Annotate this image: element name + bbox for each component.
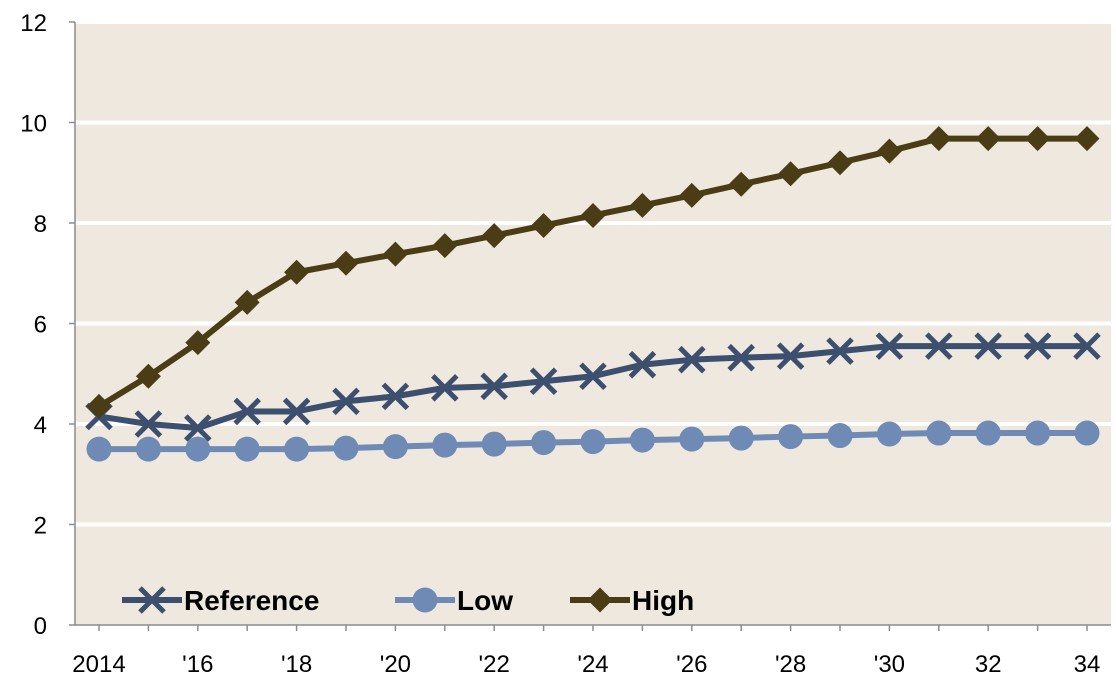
data-point-low (531, 430, 557, 456)
y-tick-label: 10 (20, 111, 47, 138)
legend-marker-reference (138, 586, 166, 614)
data-point-low (481, 431, 507, 457)
legend-label-high: High (632, 585, 694, 616)
legend-label-reference: Reference (184, 585, 319, 616)
data-point-reference (529, 367, 558, 396)
series-high (86, 126, 1100, 419)
legend-item-low: Low (395, 585, 513, 616)
series-low (86, 420, 1100, 462)
x-tick-label: '24 (577, 651, 608, 677)
data-point-reference (678, 345, 706, 374)
data-point-low (728, 425, 754, 451)
x-tick-label: '30 (874, 651, 905, 677)
data-point-reference (431, 374, 459, 402)
legend-item-high: High (570, 585, 694, 616)
data-point-high (827, 150, 853, 176)
data-point-high (481, 223, 507, 249)
data-point-low (382, 434, 408, 460)
x-tick-label: 32 (975, 651, 1002, 677)
data-point-low (629, 427, 655, 453)
data-point-low (778, 424, 804, 450)
y-tick-label: 4 (34, 412, 47, 439)
x-tick-label: '18 (281, 651, 312, 677)
data-point-reference (184, 414, 212, 442)
x-tick-label: '16 (182, 651, 213, 677)
data-point-low (926, 420, 952, 446)
y-tick-label: 2 (34, 513, 47, 540)
data-point-high (86, 393, 112, 419)
data-point-high (679, 182, 705, 208)
data-point-reference (826, 337, 854, 365)
x-tick-label: '20 (380, 651, 411, 677)
data-point-reference (381, 382, 410, 411)
x-tick-label: '28 (775, 651, 806, 677)
data-point-low (284, 436, 310, 462)
data-point-reference (1073, 332, 1101, 360)
data-point-high (135, 363, 161, 389)
data-point-reference (233, 397, 261, 426)
data-point-high (926, 126, 952, 152)
data-point-high (876, 138, 902, 164)
data-point-low (1074, 420, 1100, 446)
data-point-reference (579, 362, 607, 391)
data-point-reference (727, 343, 755, 372)
series-layer (85, 126, 1101, 462)
data-point-low (185, 436, 211, 462)
data-point-high (531, 213, 557, 239)
legend-item-reference: Reference (122, 585, 319, 616)
data-point-low (1025, 420, 1051, 446)
data-point-high (1025, 126, 1051, 152)
legend: Reference Low High (122, 585, 694, 616)
data-point-high (382, 241, 408, 267)
data-point-reference (974, 332, 1002, 360)
data-point-low (679, 426, 705, 452)
data-point-low (135, 436, 161, 462)
y-tick-label: 6 (34, 312, 47, 339)
data-point-reference (282, 397, 311, 426)
legend-marker-low (412, 587, 438, 613)
data-point-reference (628, 350, 657, 379)
data-point-high (234, 289, 260, 315)
data-point-reference (776, 342, 805, 370)
data-point-reference (480, 372, 508, 401)
axes (69, 21, 1111, 631)
data-point-high (629, 192, 655, 218)
data-point-low (876, 421, 902, 447)
data-point-high (185, 330, 211, 356)
legend-marker-high (587, 587, 613, 613)
y-tick-label: 8 (34, 211, 47, 238)
data-point-low (86, 436, 112, 462)
y-tick-label: 12 (20, 10, 47, 37)
data-point-high (333, 250, 359, 276)
data-point-reference (925, 332, 953, 360)
series-reference (85, 332, 1101, 442)
data-point-high (580, 202, 606, 228)
data-point-high (1074, 126, 1100, 152)
data-point-low (432, 432, 458, 458)
data-point-low (580, 429, 606, 455)
legend-label-low: Low (457, 585, 513, 616)
data-point-low (234, 436, 260, 462)
data-point-reference (875, 332, 904, 360)
data-point-high (432, 233, 458, 259)
x-tick-label: '22 (479, 651, 510, 677)
x-tick-label: '26 (676, 651, 707, 677)
x-tick-label: 34 (1074, 651, 1101, 677)
x-axis-tick-labels: 2014 '16 '18 '20 '22 '24 '26 '28 '30 32 34 (72, 651, 1100, 677)
data-point-high (728, 171, 754, 197)
data-point-high (778, 161, 804, 187)
data-point-reference (332, 387, 360, 416)
data-point-high (975, 126, 1001, 152)
data-point-reference (1023, 332, 1052, 360)
data-point-low (827, 423, 853, 449)
data-point-low (975, 420, 1001, 446)
y-tick-label: 0 (34, 613, 47, 640)
data-point-reference (134, 410, 163, 438)
data-point-low (333, 435, 359, 461)
x-tick-label: 2014 (72, 651, 125, 677)
y-axis-tick-labels: 0 2 4 6 8 10 12 (20, 10, 47, 640)
data-point-high (284, 259, 310, 285)
